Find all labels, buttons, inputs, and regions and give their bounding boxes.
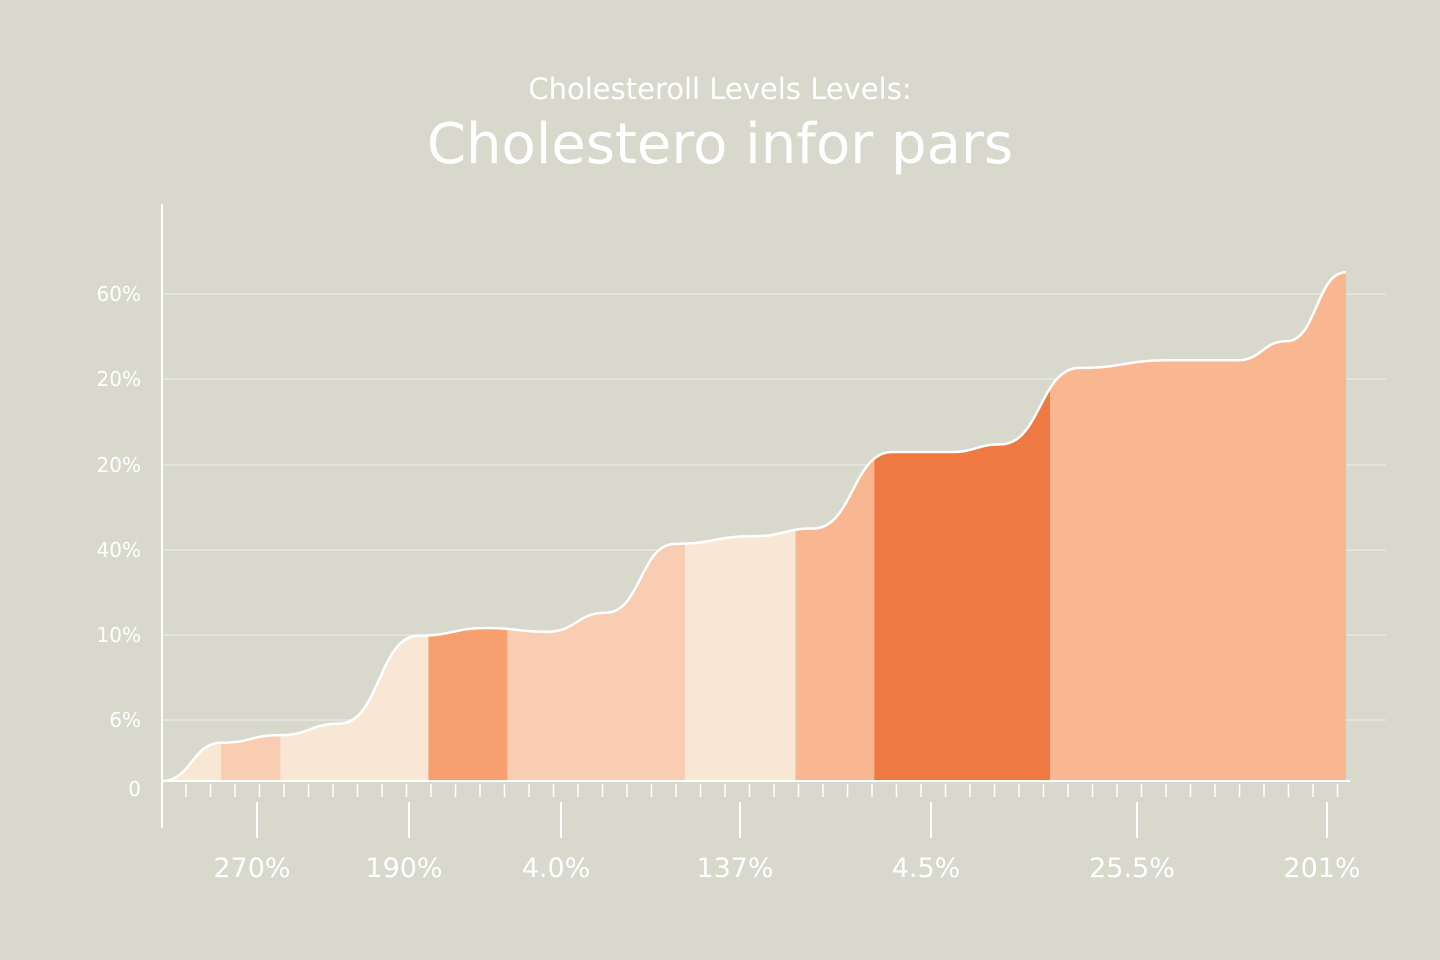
area-segment xyxy=(428,272,508,781)
y-tick-label: 40% xyxy=(97,538,141,562)
area-segment xyxy=(1050,272,1346,781)
x-tick-label: 25.5% xyxy=(1089,853,1175,884)
x-tick-label: 201% xyxy=(1283,853,1360,884)
area-segment xyxy=(221,272,281,781)
y-tick-labels: 0 6% 10% 40% 20% 20% 60% xyxy=(97,282,141,801)
series-outline xyxy=(161,271,1347,783)
area-fill xyxy=(162,272,1346,781)
y-tick-label: 6% xyxy=(109,708,141,732)
area-segment xyxy=(795,272,875,781)
y-tick-label: 20% xyxy=(97,453,141,477)
x-tick-label: 190% xyxy=(365,853,442,884)
area-segment xyxy=(684,272,797,781)
x-tick-label: 4.5% xyxy=(892,853,961,884)
area-segment xyxy=(874,272,1051,781)
x-tick-label: 137% xyxy=(696,853,773,884)
x-tick-labels: 270% 190% 4.0% 137% 4.5% 25.5% 201% xyxy=(213,853,1360,884)
axes xyxy=(161,204,1350,838)
area-segment xyxy=(162,272,222,781)
y-tick-label: 10% xyxy=(97,623,141,647)
chart-subtitle: Cholesteroll Levels Levels: xyxy=(528,72,912,106)
x-tick-label: 270% xyxy=(213,853,290,884)
x-tick-label: 4.0% xyxy=(522,853,591,884)
area-segment xyxy=(280,272,429,781)
y-tick-label: 60% xyxy=(97,282,141,306)
y-tick-label: 20% xyxy=(97,367,141,391)
chart-title: Cholestero infor pars xyxy=(426,112,1014,177)
y-tick-label: 0 xyxy=(128,777,141,801)
area-segment xyxy=(507,272,686,781)
